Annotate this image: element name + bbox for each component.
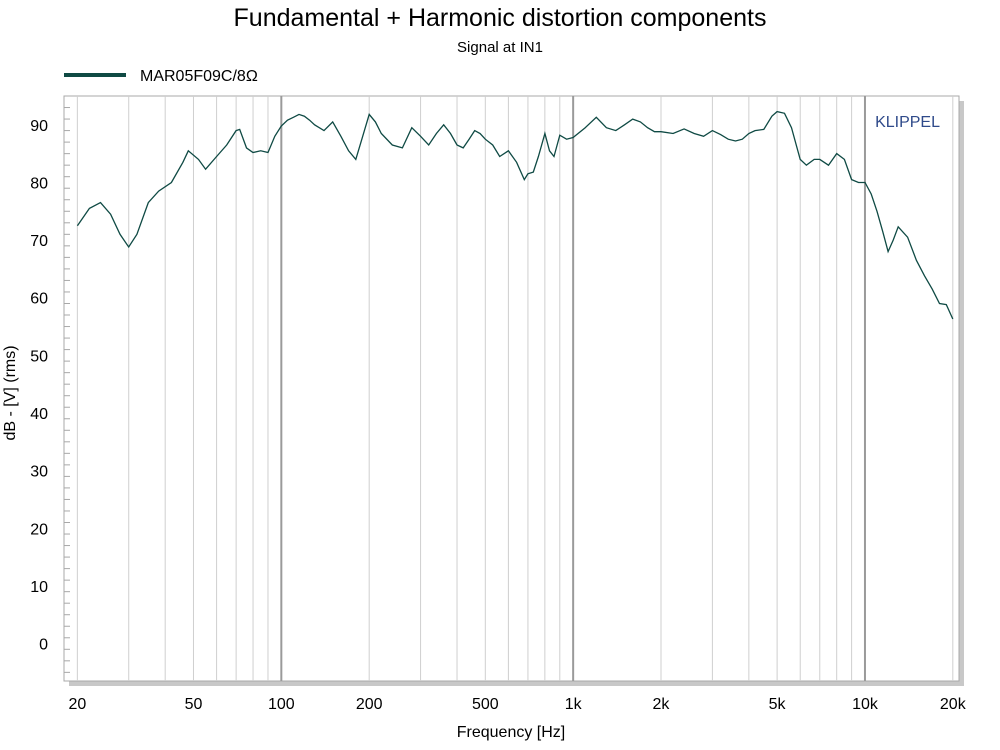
x-tick-label: 1k [565,696,583,713]
y-tick-label: 70 [30,233,48,250]
klippel-watermark: KLIPPEL [875,114,940,131]
x-tick-label: 500 [472,696,499,713]
x-tick-label: 20k [940,696,967,713]
x-tick-label: 200 [356,696,383,713]
y-tick-label: 40 [30,406,48,423]
y-tick-label: 80 [30,175,48,192]
chart-subtitle: Signal at IN1 [457,39,543,56]
y-axis-label: dB - [V] (rms) [2,345,19,440]
y-tick-label: 0 [39,637,48,654]
x-tick-label: 50 [185,696,203,713]
y-tick-label: 10 [30,579,48,596]
x-tick-label: 10k [852,696,879,713]
chart-title: Fundamental + Harmonic distortion compon… [234,4,767,32]
y-tick-label: 90 [30,118,48,135]
x-tick-label: 5k [769,696,787,713]
grid [64,95,954,681]
x-axis-label: Frequency [Hz] [457,724,565,741]
y-tick-label: 50 [30,348,48,365]
plot-area [63,95,960,682]
y-tick-label: 30 [30,464,48,481]
x-tick-label: 20 [68,696,86,713]
legend-label: MAR05F09C/8Ω [140,68,258,85]
x-tick-label: 2k [653,696,671,713]
series-line-mar05f09c [76,110,954,320]
y-tick-label: 20 [30,521,48,538]
y-tick-label: 60 [30,291,48,308]
y-tick-labels: 0 10 20 30 40 50 60 70 80 90 [30,118,48,654]
x-tick-labels: 20 50 100 200 500 1k 2k 5k 10k 20k [68,696,966,713]
x-tick-label: 100 [268,696,295,713]
